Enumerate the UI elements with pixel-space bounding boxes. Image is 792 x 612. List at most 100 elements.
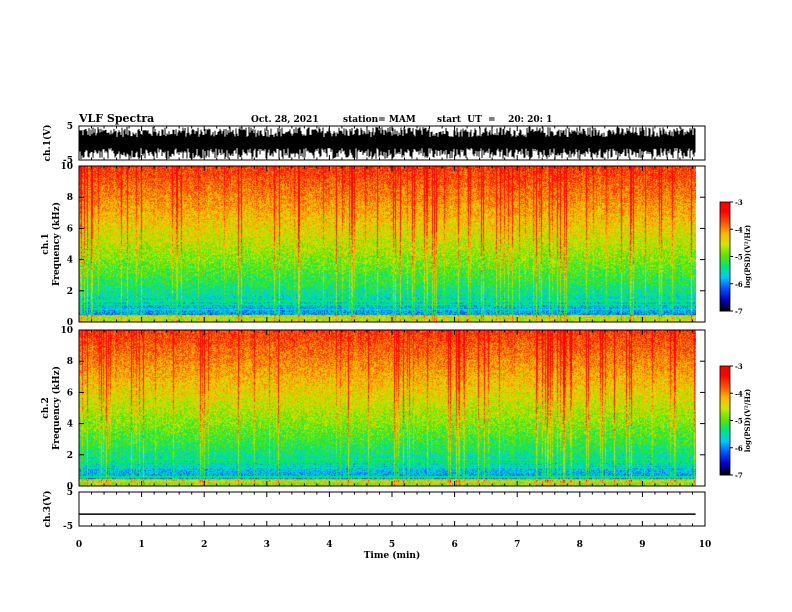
ch1-colorbar-segment <box>720 271 730 274</box>
ch2-colorbar-segment <box>720 471 730 474</box>
ch1-colorbar-segment <box>720 283 730 287</box>
ch1-colorbar-tick-label: -4 <box>735 225 743 234</box>
xtick-label: 7 <box>514 540 520 550</box>
ch2-colorbar-segment <box>720 404 730 407</box>
ch1-colorbar-segment <box>720 247 730 250</box>
ch2-colorbar-segment <box>720 467 730 471</box>
x-axis-label: Time (min) <box>364 550 421 561</box>
ch2-colorbar-segment <box>720 444 730 447</box>
ch2-spectrogram-ytick-label: 8 <box>67 357 73 367</box>
ch2-colorbar-segment <box>720 445 730 449</box>
ch1-colorbar-segment <box>720 278 730 281</box>
ch1-spectrogram-ytick-label: 8 <box>67 193 73 203</box>
ch1-colorbar-segment <box>720 287 730 290</box>
ch1-colorbar-tick-label: -5 <box>735 253 743 262</box>
ch2-colorbar-segment <box>720 436 730 440</box>
xtick-label: 10 <box>699 540 712 550</box>
ch2-colorbar-segment <box>720 424 730 427</box>
ch2-colorbar-tick-label: -5 <box>735 417 743 426</box>
ch2-colorbar-tick-label: -6 <box>735 444 743 453</box>
ch1-colorbar-segment <box>720 227 730 230</box>
ch1-colorbar-segment <box>720 216 730 219</box>
xtick-label: 1 <box>138 540 144 550</box>
ch1-colorbar-segment <box>720 258 730 261</box>
ch2-colorbar-tick-label: -3 <box>735 362 743 371</box>
ch2-colorbar-segment <box>720 387 730 391</box>
ch1-colorbar-segment <box>720 256 730 259</box>
ch1-colorbar-segment <box>720 300 730 303</box>
ch1-colorbar-segment <box>720 238 730 241</box>
ch2-colorbar-segment <box>720 407 730 411</box>
ch1-colorbar-segment <box>720 229 730 232</box>
ch2-colorbar-segment <box>720 420 730 423</box>
ch1-colorbar-segment <box>720 218 730 221</box>
ch2-colorbar-segment <box>720 456 730 460</box>
ch1-spectrogram-ytick-label: 4 <box>67 256 73 266</box>
ch2-colorbar-segment <box>720 393 730 396</box>
ch1-spectrogram-ytick-label: 6 <box>67 224 73 234</box>
ch1-colorbar-segment <box>720 269 730 272</box>
ch3-waveform-frame <box>78 491 706 527</box>
ch2-colorbar-segment <box>720 422 730 425</box>
ch1-colorbar-segment <box>720 267 730 270</box>
ch1-spectrogram-ytick-label: 0 <box>67 318 73 328</box>
ch1-spectrogram-ylabel: Frequency (kHz) <box>51 202 62 286</box>
ch2-spectrogram-ytick-label: 0 <box>67 482 73 492</box>
ch1-spectrogram-ytick-label: 10 <box>60 162 73 172</box>
ch2-colorbar-segment <box>720 462 730 465</box>
ch1-colorbar-tick-label: -7 <box>735 307 743 316</box>
ch1-waveform-ytick-label: 5 <box>67 122 73 132</box>
ch1-colorbar-label: log(PSD)(V²/Hz) <box>743 225 752 289</box>
ch1-colorbar-segment <box>720 223 730 227</box>
ch1-colorbar-segment <box>720 305 730 308</box>
ch2-colorbar-segment <box>720 451 730 454</box>
ch1-colorbar-segment <box>720 309 730 312</box>
ch1-colorbar-segment <box>720 212 730 216</box>
ch2-colorbar-segment <box>720 375 730 378</box>
ch2-colorbar-segment <box>720 371 730 374</box>
ch1-colorbar-segment <box>720 260 730 263</box>
ch1-colorbar-segment <box>720 232 730 236</box>
ch2-colorbar-segment <box>720 409 730 412</box>
ch2-colorbar-segment <box>720 431 730 434</box>
ch2-spectrogram-image <box>79 330 696 486</box>
ch2-colorbar-segment <box>720 438 730 441</box>
ch1-colorbar-segment <box>720 209 730 212</box>
date-label: Oct. 28, 2021 <box>251 115 319 125</box>
ch2-colorbar-segment <box>720 460 730 463</box>
ch1-colorbar-segment <box>720 261 730 265</box>
ch1-colorbar-tick-label: -6 <box>735 280 743 289</box>
ch1-colorbar-segment <box>720 243 730 247</box>
ch1-colorbar-segment <box>720 301 730 305</box>
ch1-colorbar-segment <box>720 214 730 218</box>
ch1-colorbar-segment <box>720 252 730 256</box>
ch2-colorbar-segment <box>720 369 730 372</box>
ch1-waveform-trace <box>79 126 696 160</box>
ch1-colorbar-segment <box>720 285 730 288</box>
ch1-colorbar-segment <box>720 231 730 234</box>
ch2-colorbar-segment <box>720 416 730 420</box>
xtick-label: 5 <box>389 540 395 550</box>
ch2-colorbar-segment <box>720 418 730 421</box>
xtick-label: 4 <box>326 540 332 550</box>
ch2-spectrogram-ylabel: Frequency (kHz) <box>51 366 62 450</box>
ch2-spectrogram-ytick-label: 4 <box>67 420 73 430</box>
ch1-waveform-ylabel: ch.1(V) <box>42 125 53 162</box>
ch2-colorbar-segment <box>720 378 730 382</box>
ch1-colorbar-segment <box>720 289 730 292</box>
ch2-colorbar-segment <box>720 469 730 472</box>
ch2-colorbar-segment <box>720 433 730 436</box>
ch1-colorbar-segment <box>720 274 730 277</box>
ch1-colorbar-segment <box>720 291 730 294</box>
ch1-colorbar-segment <box>720 202 730 205</box>
xtick-label: 8 <box>577 540 583 550</box>
ch2-colorbar-segment <box>720 449 730 452</box>
ch2-colorbar-tick-label: -7 <box>735 471 743 480</box>
ch1-colorbar-segment <box>720 236 730 239</box>
ch2-colorbar-segment <box>720 465 730 469</box>
ch1-colorbar-segment <box>720 263 730 267</box>
xtick-label: 6 <box>451 540 457 550</box>
ch1-colorbar-segment <box>720 254 730 257</box>
ch1-colorbar-segment <box>720 307 730 310</box>
